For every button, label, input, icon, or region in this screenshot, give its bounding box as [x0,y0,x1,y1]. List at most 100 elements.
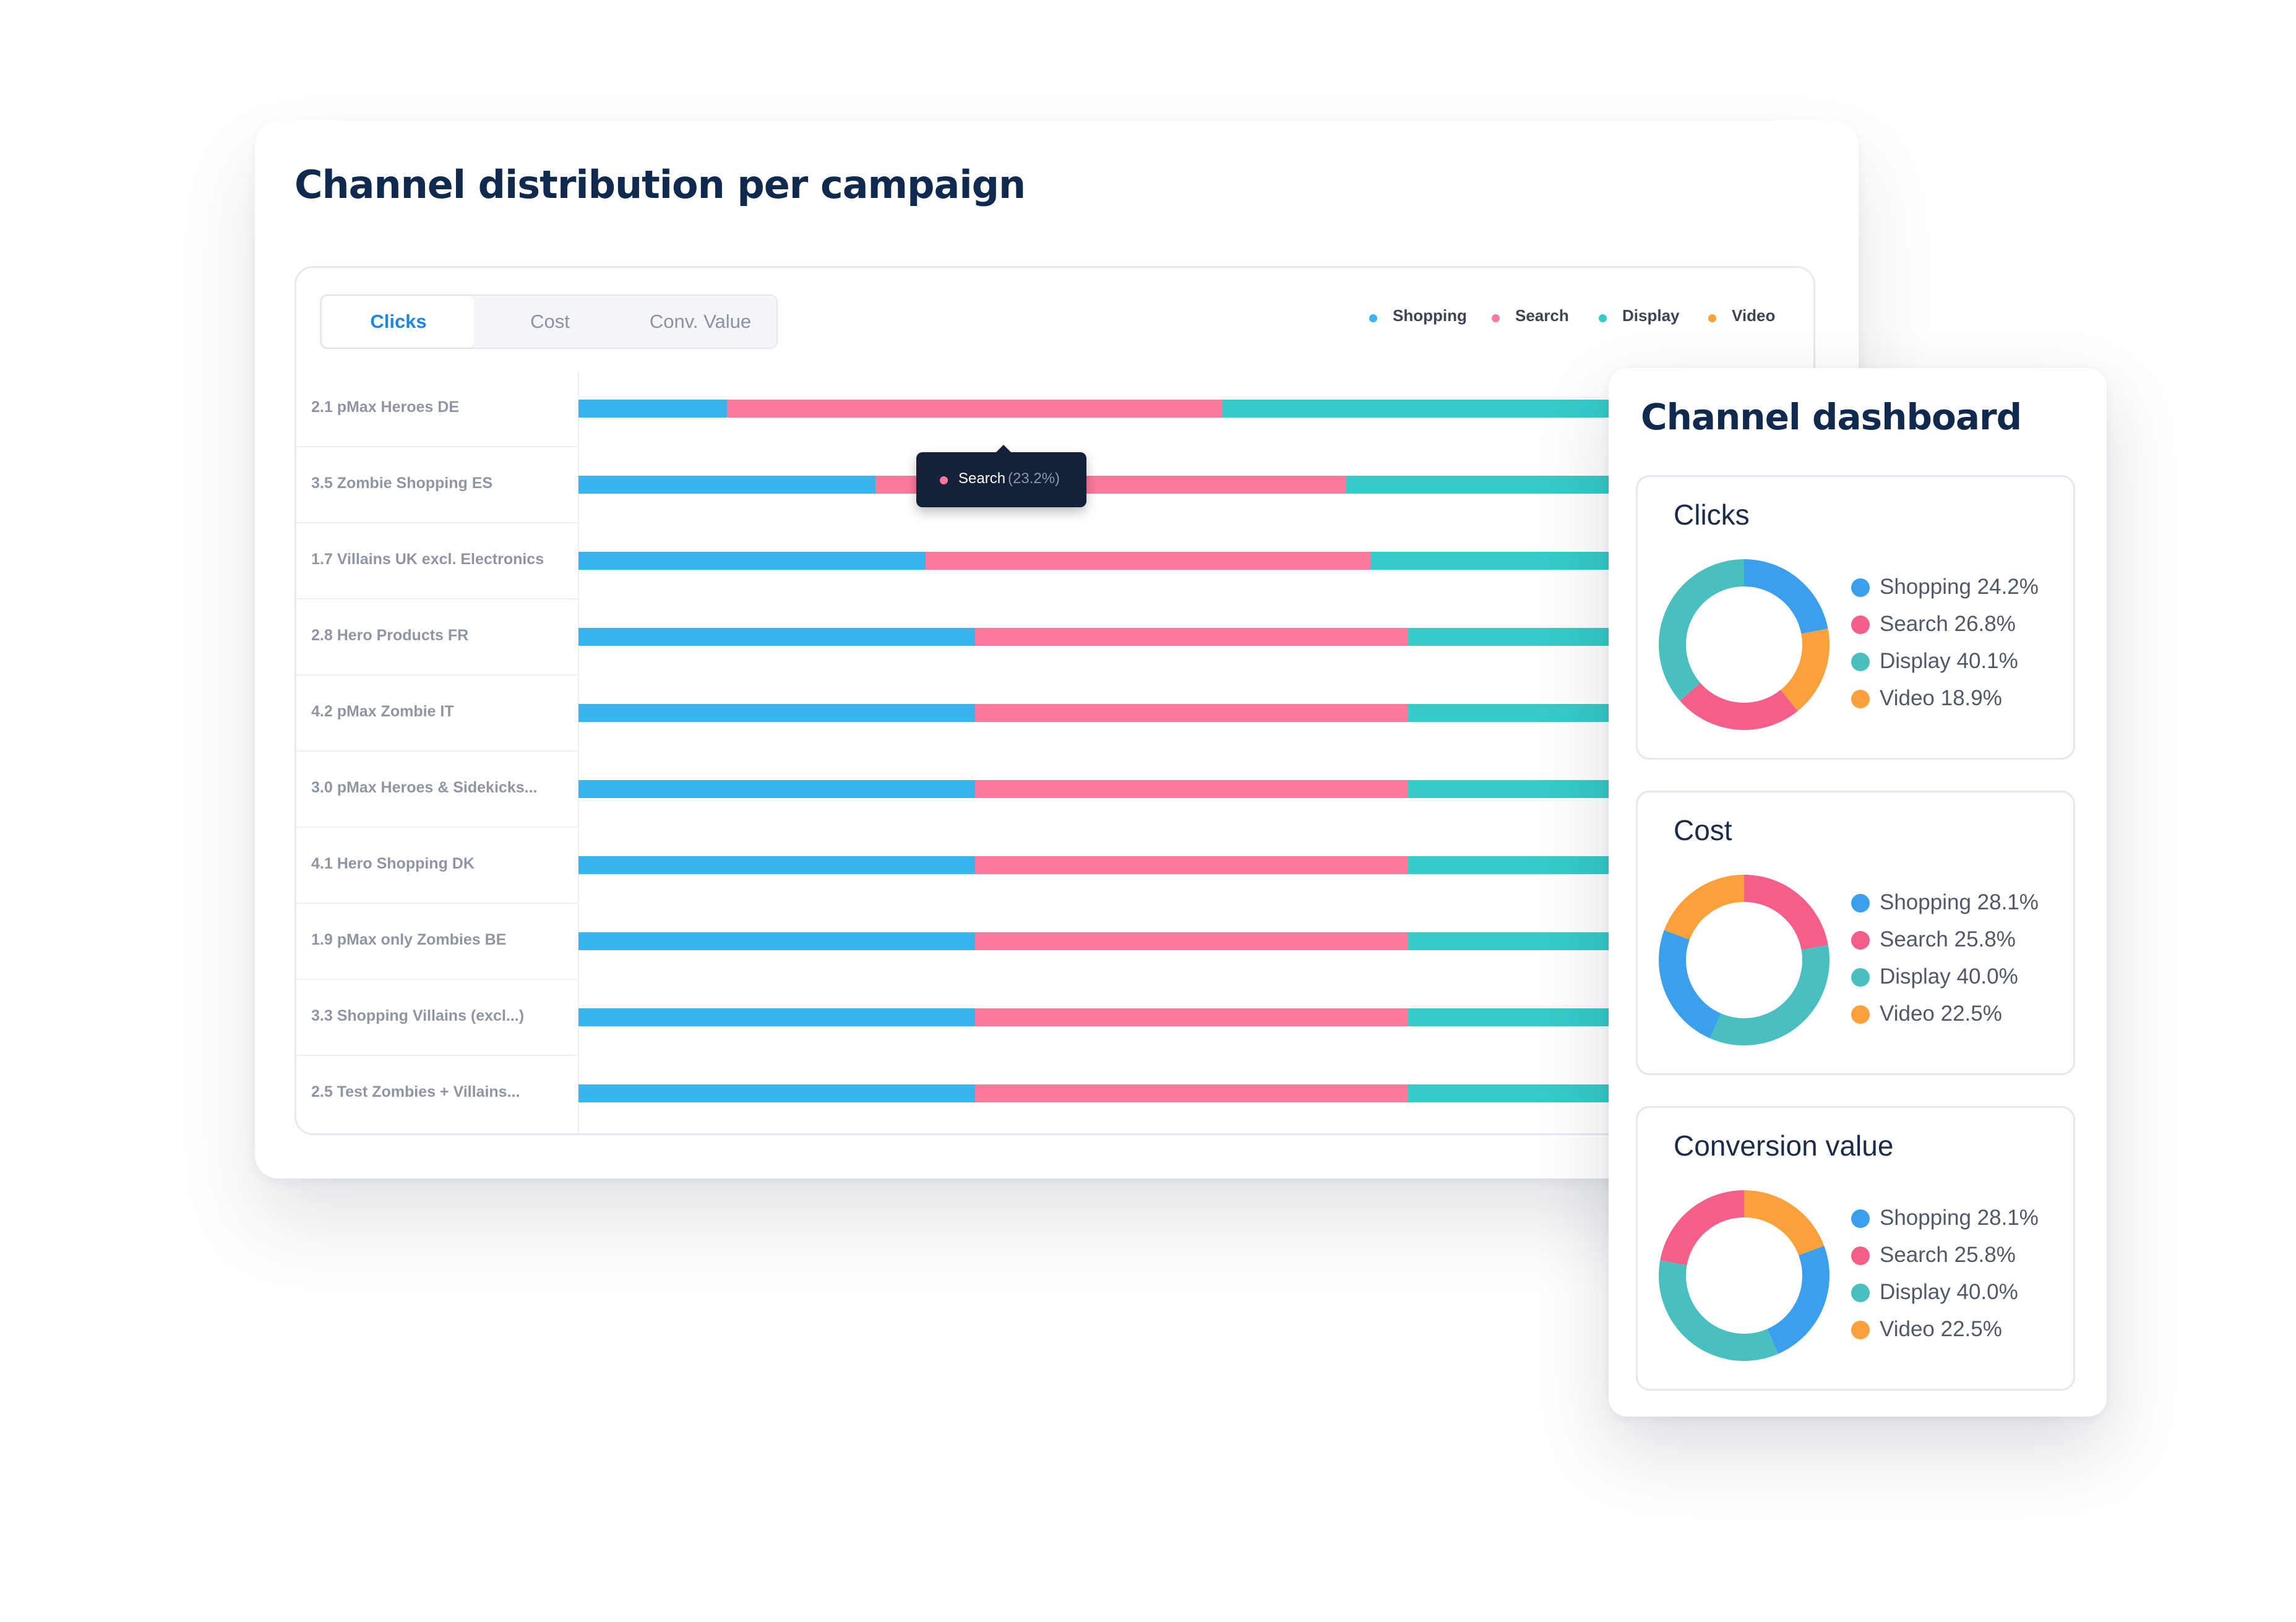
metric-legend-text: Video 18.9% [1880,686,2002,710]
bar-segment-search[interactable] [974,1084,1409,1102]
bar-segment-search[interactable] [974,932,1409,950]
campaign-name: 1.9 pMax only Zombies BE [311,931,507,948]
metric-legend-item-display: Display 40.0% [1851,1278,2062,1307]
metric-tabs: Clicks Cost Conv. Value [320,294,778,349]
search-dot [1851,1247,1870,1265]
campaign-row[interactable]: 3.0 pMax Heroes & Sidekicks... [296,752,1813,828]
metric-legend-item-display: Display 40.0% [1851,963,2062,991]
channel-distribution-card: Channel distribution per campaign Clicks… [255,121,1859,1178]
tab-conv-value[interactable]: Conv. Value [649,311,752,332]
donut-slice-video[interactable] [1659,559,1829,730]
metric-title: Conversion value [1674,1130,1894,1162]
bar-segment-shopping[interactable] [578,1084,976,1102]
campaign-row[interactable]: 4.1 Hero Shopping DK [296,828,1813,904]
donut-slice-video[interactable] [1659,875,1829,1045]
metric-legend-text: Display 40.1% [1880,649,2018,673]
cost-card: Cost Shopping 28.1% Search 25.8% Display… [1636,791,2075,1075]
bar-segment-search[interactable] [974,780,1409,798]
shopping-dot [1851,1209,1870,1228]
campaign-row[interactable]: 3.3 Shopping Villains (excl...) [296,980,1813,1056]
video-dot [1851,690,1870,708]
campaign-row[interactable]: 2.5 Test Zombies + Villains... [296,1056,1813,1132]
row-divider [296,598,578,599]
campaign-row[interactable]: 2.8 Hero Products FR [296,599,1813,676]
tooltip-dot-search [940,476,948,484]
dashboard-title: Channel dashboard [1641,396,2022,438]
donut-slice-video[interactable] [1659,1190,1829,1361]
bar-segment-shopping[interactable] [578,932,976,950]
search-dot [1851,931,1870,950]
clicks-card: Clicks Shopping 24.2% Search 26.8% Displ… [1636,475,2075,760]
donut-slice-search[interactable] [1659,559,1829,730]
clicks-donut [1659,559,1829,730]
campaign-name: 2.1 pMax Heroes DE [311,398,459,416]
campaign-name: 3.0 pMax Heroes & Sidekicks... [311,779,538,796]
bar-segment-search[interactable] [727,400,1224,418]
metric-legend-item-search: Search 26.8% [1851,610,2062,638]
search-dot [1851,616,1870,634]
bar-segment-shopping[interactable] [578,400,728,418]
bar-segment-search[interactable] [974,628,1409,646]
campaign-row[interactable]: 4.2 pMax Zombie IT [296,676,1813,752]
shopping-dot [1851,894,1870,912]
row-divider [296,903,578,904]
metric-legend-item-search: Search 25.8% [1851,1241,2062,1269]
metric-legend-text: Display 40.0% [1880,964,2018,989]
display-dot [1851,653,1870,671]
display-dot [1851,1284,1870,1302]
metric-legend-text: Shopping 24.2% [1880,575,2039,599]
campaign-name: 4.2 pMax Zombie IT [311,703,454,720]
bar-segment-shopping[interactable] [578,780,976,798]
row-divider [296,826,578,828]
donut-slice-display[interactable] [1659,1190,1829,1361]
bar-segment-search[interactable] [974,856,1409,874]
campaign-chart-panel: Clicks Cost Conv. Value Shopping Search … [295,266,1815,1135]
page-title: Channel distribution per campaign [295,162,1026,207]
metric-legend-item-video: Video 22.5% [1851,1000,2062,1028]
bar-segment-shopping[interactable] [578,628,976,646]
row-divider [296,1055,578,1056]
bar-segment-search[interactable] [974,704,1409,722]
bar-segment-shopping[interactable] [578,476,877,494]
metric-legend-text: Display 40.0% [1880,1280,2018,1304]
legend-label: Display [1622,306,1680,325]
stacked-bar [578,1008,1813,1026]
tab-cost[interactable]: Cost [530,311,570,332]
row-divider [296,750,578,752]
legend-dot-shopping [1369,314,1377,322]
row-divider [296,522,578,523]
bar-tooltip: Search (23.2%) [916,445,1086,507]
campaign-row[interactable]: 2.1 pMax Heroes DE [296,371,1813,447]
bar-segment-search[interactable] [974,1008,1409,1026]
row-divider [296,674,578,676]
campaign-row[interactable]: 1.7 Villains UK excl. Electronics [296,523,1813,599]
bar-segment-shopping[interactable] [578,1008,976,1026]
legend-label: Shopping [1393,306,1467,325]
bar-segment-shopping[interactable] [578,856,976,874]
legend-dot-search [1492,314,1500,322]
tooltip-series: Search [958,470,1006,487]
metric-legend-item-shopping: Shopping 28.1% [1851,1204,2062,1232]
campaign-name-column [296,371,579,1133]
legend-label: Search [1515,306,1569,325]
donut-slice-display[interactable] [1659,875,1829,1045]
row-divider [296,446,578,447]
donut-slice-display[interactable] [1659,559,1829,730]
tab-clicks[interactable]: Clicks [322,296,475,348]
legend-dot-video [1708,314,1716,322]
campaign-name: 2.8 Hero Products FR [311,627,469,644]
campaign-row[interactable]: 1.9 pMax only Zombies BE [296,904,1813,980]
bar-segment-search[interactable] [925,552,1372,570]
donut-slice-shopping[interactable] [1659,1190,1829,1361]
donut-slice-shopping[interactable] [1659,875,1829,1045]
campaign-name: 4.1 Hero Shopping DK [311,855,475,872]
bar-segment-shopping[interactable] [578,704,976,722]
video-dot [1851,1321,1870,1339]
metric-legend-item-search: Search 25.8% [1851,925,2062,954]
metric-legend-text: Search 25.8% [1880,1243,2016,1267]
bar-segment-shopping[interactable] [578,552,926,570]
tooltip-value: (23.2%) [1008,470,1060,487]
metric-legend-item-display: Display 40.1% [1851,647,2062,676]
channel-dashboard-panel: Channel dashboard Clicks Shopping 24.2% … [1609,368,2107,1417]
metric-legend-item-video: Video 18.9% [1851,684,2062,713]
